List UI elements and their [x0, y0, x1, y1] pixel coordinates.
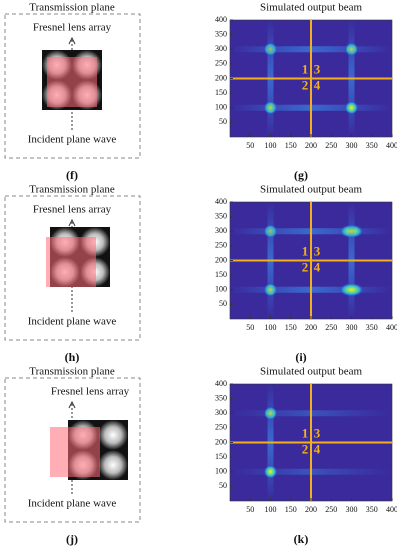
quadrant-label: 3 — [314, 243, 321, 258]
transmission-plane-box — [4, 13, 141, 159]
x-tick-label: 100 — [265, 141, 277, 150]
transmission-plane-box — [4, 377, 141, 523]
y-tick-label: 50 — [219, 117, 227, 126]
x-tick-label: 300 — [346, 323, 358, 332]
quadrant-label: 3 — [314, 61, 321, 76]
incident-beam — [50, 427, 100, 477]
panel-title: Transmission plane — [29, 184, 115, 196]
arrowhead — [68, 218, 76, 227]
lens-label: Fresnel lens array — [33, 204, 112, 216]
x-tick-label: 350 — [366, 505, 378, 514]
x-tick-label: 350 — [366, 141, 378, 150]
y-tick-label: 50 — [219, 299, 227, 308]
lens-label: Fresnel lens array — [33, 22, 112, 34]
quadrant-label: 2 — [302, 259, 309, 274]
arrowhead — [68, 36, 76, 45]
arrowhead — [68, 400, 76, 409]
quadrant-label: 1 — [302, 243, 309, 258]
quadrant-label: 4 — [314, 77, 321, 92]
quadrant-label: 4 — [314, 441, 321, 456]
y-tick-label: 100 — [215, 467, 227, 476]
x-tick-label: 200 — [305, 323, 317, 332]
panel-label: (f) — [66, 168, 78, 182]
x-tick-label: 400 — [386, 323, 397, 332]
panel-label: (g) — [294, 168, 308, 182]
transmission-plane-box — [4, 195, 141, 341]
y-tick-label: 350 — [215, 211, 227, 220]
x-tick-label: 50 — [246, 141, 254, 150]
x-tick-label: 50 — [246, 505, 254, 514]
y-tick-label: 100 — [215, 103, 227, 112]
x-tick-label: 400 — [386, 141, 397, 150]
y-tick-label: 150 — [215, 270, 227, 279]
quadrant-label: 2 — [302, 77, 309, 92]
lens-cell — [98, 420, 128, 450]
y-tick-label: 200 — [215, 73, 227, 82]
x-tick-label: 250 — [325, 505, 337, 514]
x-tick-label: 400 — [386, 505, 397, 514]
quadrant-label: 2 — [302, 441, 309, 456]
panel-label: (h) — [65, 350, 80, 364]
y-tick-label: 300 — [215, 226, 227, 235]
beam-spot — [338, 282, 365, 297]
map-title: Simulated output beam — [260, 184, 362, 196]
y-tick-label: 200 — [215, 437, 227, 446]
incident-label: Incident plane wave — [28, 316, 117, 328]
beam-spot — [263, 464, 278, 479]
x-tick-label: 300 — [346, 141, 358, 150]
y-tick-label: 350 — [215, 393, 227, 402]
y-tick-label: 250 — [215, 59, 227, 68]
y-tick-label: 400 — [215, 15, 227, 24]
x-tick-label: 100 — [265, 323, 277, 332]
quadrant-label: 3 — [314, 425, 321, 440]
y-tick-label: 350 — [215, 29, 227, 38]
y-tick-label: 50 — [219, 481, 227, 490]
y-tick-label: 400 — [215, 379, 227, 388]
y-tick-label: 250 — [215, 241, 227, 250]
y-tick-label: 400 — [215, 197, 227, 206]
y-tick-label: 250 — [215, 423, 227, 432]
x-tick-label: 200 — [305, 505, 317, 514]
y-tick-label: 150 — [215, 452, 227, 461]
x-tick-label: 200 — [305, 141, 317, 150]
y-tick-label: 150 — [215, 88, 227, 97]
y-tick-label: 200 — [215, 255, 227, 264]
quadrant-label: 1 — [302, 425, 309, 440]
x-tick-label: 250 — [325, 323, 337, 332]
incident-beam — [47, 57, 97, 107]
y-tick-label: 100 — [215, 285, 227, 294]
incident-label: Incident plane wave — [28, 134, 117, 146]
x-tick-label: 50 — [246, 323, 254, 332]
y-tick-label: 300 — [215, 44, 227, 53]
map-title: Simulated output beam — [260, 2, 362, 14]
panel-label: (i) — [295, 350, 306, 364]
quadrant-label: 4 — [314, 259, 321, 274]
lens-label: Fresnel lens array — [51, 386, 130, 398]
incident-label: Incident plane wave — [28, 498, 117, 510]
incident-beam — [46, 237, 96, 287]
quadrant-label: 1 — [302, 61, 309, 76]
x-tick-label: 150 — [285, 505, 297, 514]
x-tick-label: 300 — [346, 505, 358, 514]
panel-title: Transmission plane — [29, 2, 115, 14]
x-tick-label: 150 — [285, 323, 297, 332]
map-title: Simulated output beam — [260, 366, 362, 378]
panel-title: Transmission plane — [29, 366, 115, 378]
panel-label: (k) — [294, 532, 309, 546]
y-tick-label: 300 — [215, 408, 227, 417]
x-tick-label: 350 — [366, 323, 378, 332]
beam-spot — [344, 100, 359, 115]
lens-cell — [98, 450, 128, 480]
x-tick-label: 100 — [265, 505, 277, 514]
x-tick-label: 250 — [325, 141, 337, 150]
x-tick-label: 150 — [285, 141, 297, 150]
panel-label: (j) — [66, 532, 78, 546]
